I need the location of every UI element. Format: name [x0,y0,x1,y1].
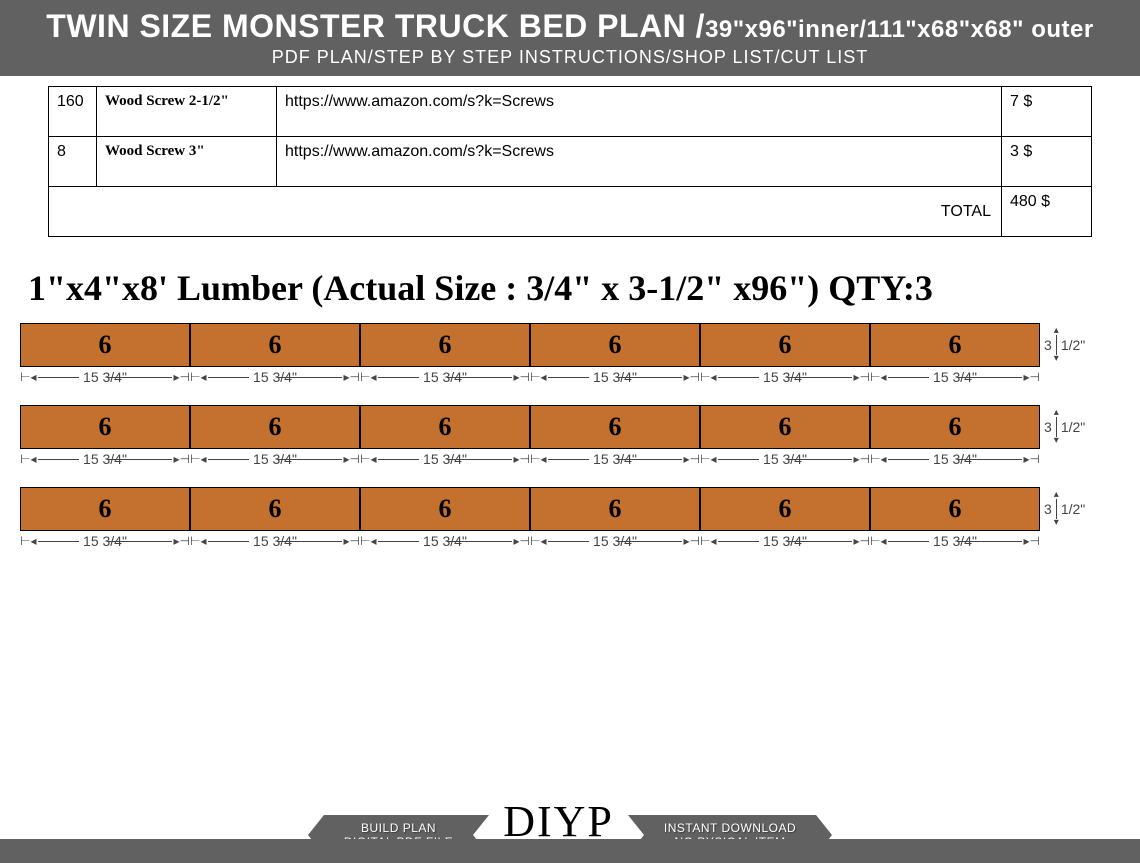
dimension-cell: ⊢◂15 3/4"▸⊣ [530,453,700,465]
lumber-piece: 6 [870,487,1040,531]
board-pieces: 666666 [20,323,1040,367]
lumber-board: 6666663▴▾1/2" [20,487,1120,531]
lumber-piece: 6 [530,487,700,531]
footer: BUILD PLAN DIGITAL PDF FILE DIYP doityou… [0,775,1140,863]
dimension-cell: ⊢◂15 3/4"▸⊣ [700,453,870,465]
ribbon-right-l1: INSTANT DOWNLOAD [664,821,796,835]
table-row: 160 Wood Screw 2-1/2" https://www.amazon… [49,87,1092,137]
materials-table: 160 Wood Screw 2-1/2" https://www.amazon… [48,86,1092,237]
dimension-cell: ⊢◂15 3/4"▸⊣ [190,371,360,383]
dimension-row: ⊢◂15 3/4"▸⊣⊢◂15 3/4"▸⊣⊢◂15 3/4"▸⊣⊢◂15 3/… [20,371,1120,383]
cell-link: https://www.amazon.com/s?k=Screws [277,87,1002,137]
cell-qty: 8 [49,137,97,187]
lumber-piece: 6 [700,323,870,367]
lumber-piece: 6 [530,405,700,449]
table-row-total: TOTAL 480 $ [49,187,1092,237]
dimension-cell: ⊢◂15 3/4"▸⊣ [20,371,190,383]
height-dimension: 3▴▾1/2" [1044,487,1085,531]
dimension-cell: ⊢◂15 3/4"▸⊣ [870,535,1040,547]
height-dimension: 3▴▾1/2" [1044,323,1085,367]
header: TWIN SIZE MONSTER TRUCK BED PLAN /39"x96… [0,0,1140,76]
dimension-cell: ⊢◂15 3/4"▸⊣ [870,453,1040,465]
board-pieces: 666666 [20,405,1040,449]
lumber-piece: 6 [360,487,530,531]
ribbon-left-l1: BUILD PLAN [344,821,453,835]
board-pieces: 666666 [20,487,1040,531]
dimension-cell: ⊢◂15 3/4"▸⊣ [700,535,870,547]
lumber-piece: 6 [530,323,700,367]
dimension-cell: ⊢◂15 3/4"▸⊣ [20,535,190,547]
lumber-piece: 6 [20,323,190,367]
dimension-cell: ⊢◂15 3/4"▸⊣ [530,371,700,383]
title-dims: 39"x96"inner/111"x68"x68" outer [705,16,1094,43]
logo-main: DIYP [503,804,614,840]
dimension-cell: ⊢◂15 3/4"▸⊣ [870,371,1040,383]
cell-price: 7 $ [1002,87,1092,137]
title-main: TWIN SIZE MONSTER TRUCK BED PLAN / [46,8,705,44]
dimension-cell: ⊢◂15 3/4"▸⊣ [700,371,870,383]
total-label: TOTAL [49,187,1002,237]
lumber-piece: 6 [20,405,190,449]
lumber-piece: 6 [360,323,530,367]
materials-table-wrap: 160 Wood Screw 2-1/2" https://www.amazon… [48,86,1092,237]
lumber-piece: 6 [190,323,360,367]
dimension-cell: ⊢◂15 3/4"▸⊣ [190,453,360,465]
total-value: 480 $ [1002,187,1092,237]
lumber-boards: 6666663▴▾1/2"⊢◂15 3/4"▸⊣⊢◂15 3/4"▸⊣⊢◂15 … [20,323,1120,547]
cell-qty: 160 [49,87,97,137]
cell-link: https://www.amazon.com/s?k=Screws [277,137,1002,187]
lumber-piece: 6 [870,323,1040,367]
dimension-cell: ⊢◂15 3/4"▸⊣ [360,453,530,465]
lumber-piece: 6 [870,405,1040,449]
height-dimension: 3▴▾1/2" [1044,405,1085,449]
dimension-row: ⊢◂15 3/4"▸⊣⊢◂15 3/4"▸⊣⊢◂15 3/4"▸⊣⊢◂15 3/… [20,453,1120,465]
lumber-piece: 6 [360,405,530,449]
footer-bar [0,839,1140,863]
dimension-cell: ⊢◂15 3/4"▸⊣ [190,535,360,547]
lumber-piece: 6 [700,405,870,449]
cell-desc: Wood Screw 2-1/2" [97,87,277,137]
lumber-piece: 6 [700,487,870,531]
page-title: TWIN SIZE MONSTER TRUCK BED PLAN /39"x96… [46,8,1093,45]
lumber-board: 6666663▴▾1/2" [20,323,1120,367]
cell-desc: Wood Screw 3" [97,137,277,187]
lumber-piece: 6 [20,487,190,531]
dimension-cell: ⊢◂15 3/4"▸⊣ [530,535,700,547]
lumber-piece: 6 [190,405,360,449]
lumber-title: 1"x4"x8' Lumber (Actual Size : 3/4" x 3-… [28,267,1120,309]
dimension-cell: ⊢◂15 3/4"▸⊣ [360,371,530,383]
page-subtitle: PDF PLAN/STEP BY STEP INSTRUCTIONS/SHOP … [272,47,868,68]
dimension-cell: ⊢◂15 3/4"▸⊣ [20,453,190,465]
lumber-board: 6666663▴▾1/2" [20,405,1120,449]
lumber-piece: 6 [190,487,360,531]
cell-price: 3 $ [1002,137,1092,187]
table-row: 8 Wood Screw 3" https://www.amazon.com/s… [49,137,1092,187]
dimension-row: ⊢◂15 3/4"▸⊣⊢◂15 3/4"▸⊣⊢◂15 3/4"▸⊣⊢◂15 3/… [20,535,1120,547]
dimension-cell: ⊢◂15 3/4"▸⊣ [360,535,530,547]
lumber-section: 1"x4"x8' Lumber (Actual Size : 3/4" x 3-… [20,267,1120,547]
